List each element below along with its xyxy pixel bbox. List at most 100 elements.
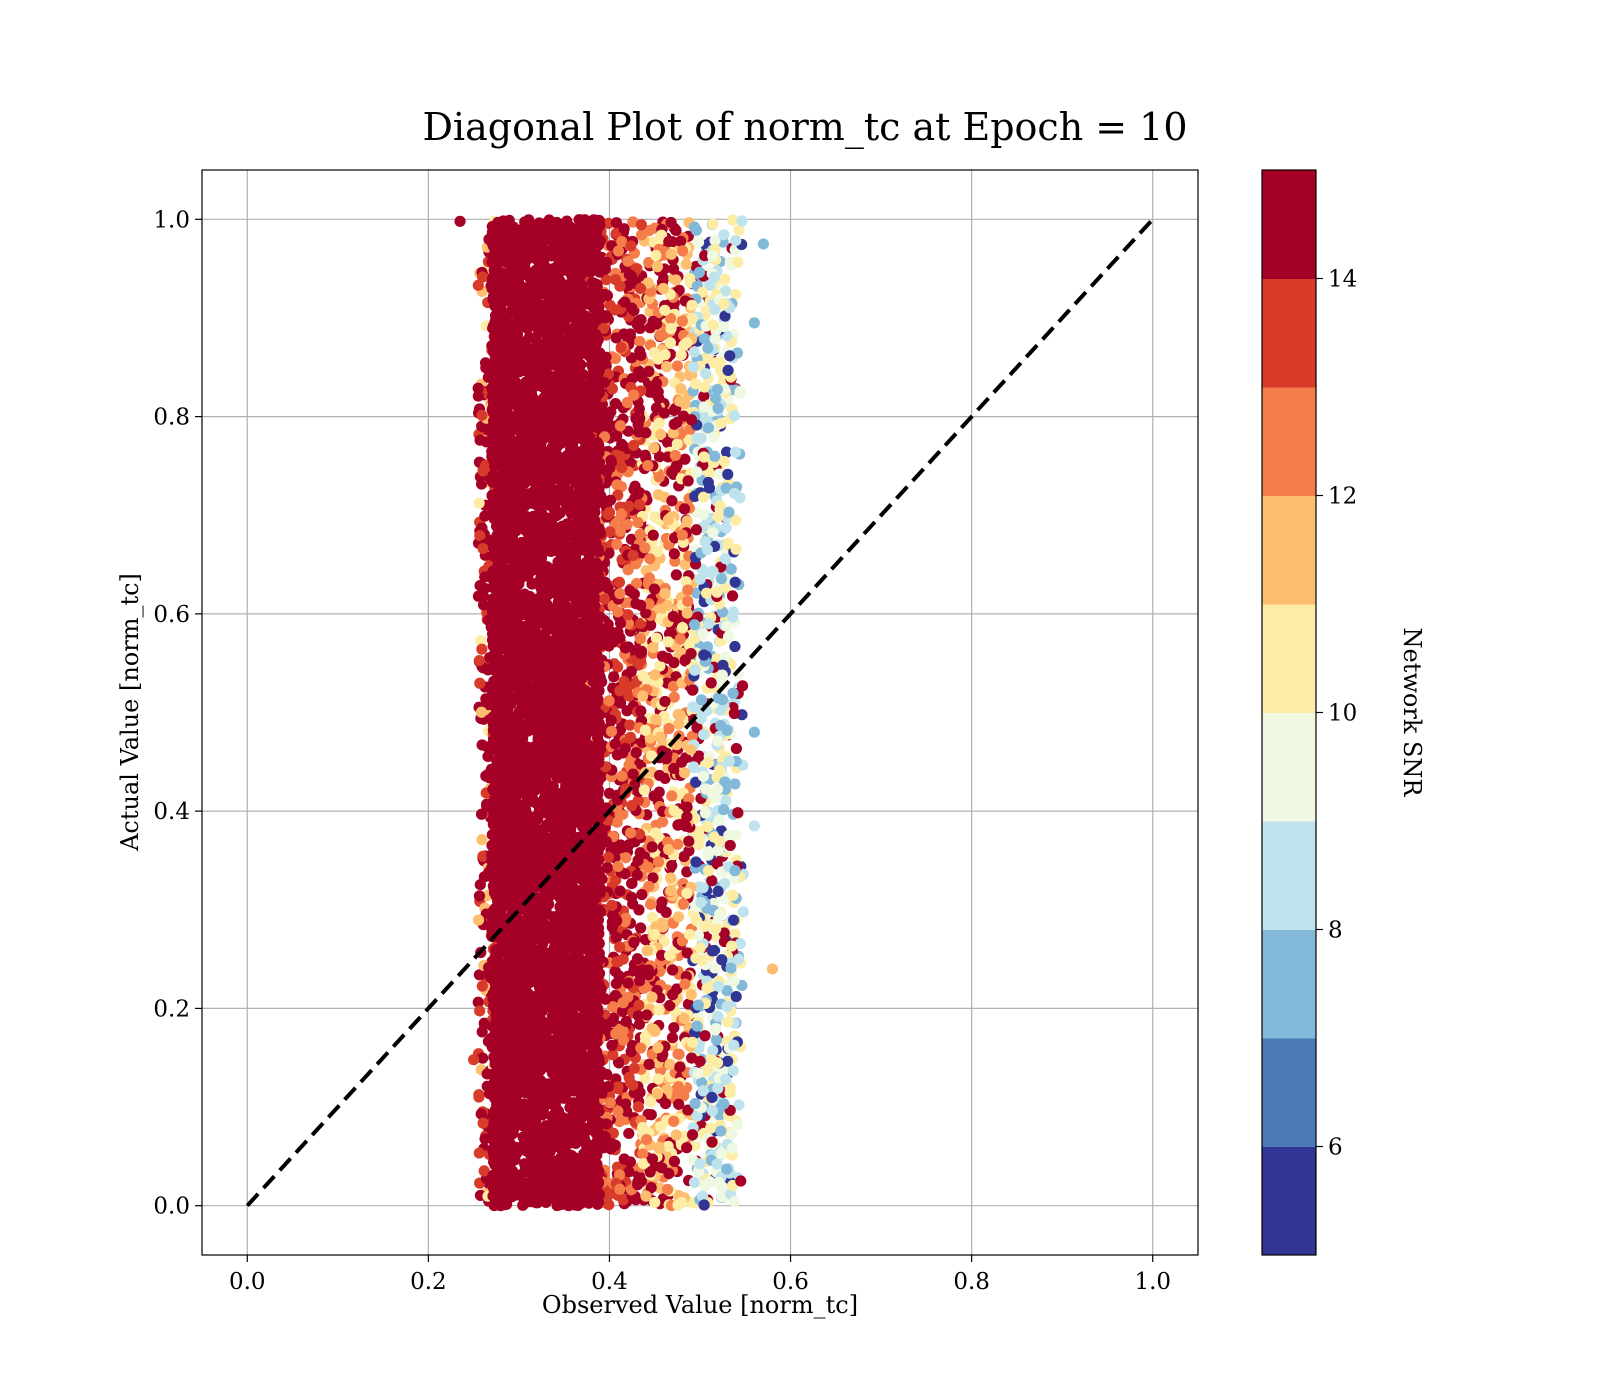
- scatter-point: [712, 980, 724, 992]
- scatter-point: [668, 691, 680, 703]
- scatter-point: [628, 936, 640, 949]
- scatter-point: [674, 633, 686, 645]
- scatter-point: [653, 1142, 665, 1154]
- plot-area: 0.0 0.2 0.4 0.6 0.8 1.0 0.00.20.40.60.81.0: [153, 169, 1199, 1295]
- scatter-point: [704, 1176, 716, 1188]
- scatter-point: [625, 1045, 637, 1058]
- scatter-point: [673, 718, 685, 730]
- scatter-point: [665, 872, 677, 884]
- scatter-point: [681, 866, 693, 878]
- scatter-point: [722, 631, 735, 643]
- scatter-point: [604, 1097, 616, 1109]
- scatter-point: [666, 964, 679, 976]
- scatter-point: [477, 1117, 489, 1129]
- scatter-point: [724, 350, 736, 362]
- scatter-point: [641, 945, 653, 957]
- scatter-point: [609, 352, 622, 365]
- scatter-point: [476, 739, 488, 751]
- scatter-point: [672, 1081, 685, 1093]
- scatter-point: [639, 542, 651, 554]
- scatter-point: [729, 640, 741, 653]
- scatter-point: [713, 764, 726, 776]
- scatter-point: [677, 245, 689, 257]
- scatter-point: [668, 657, 680, 669]
- scatter-point: [707, 218, 719, 230]
- scatter-point: [709, 333, 721, 345]
- scatter-point: [718, 298, 730, 310]
- scatter-point: [628, 1062, 640, 1074]
- scatter-point: [647, 529, 659, 541]
- scatter-point: [729, 576, 741, 588]
- scatter-point: [698, 401, 710, 413]
- scatter-point: [604, 299, 616, 312]
- scatter-point: [685, 414, 698, 426]
- scatter-point: [667, 680, 680, 692]
- scatter-point: [698, 1199, 710, 1211]
- scatter-point: [712, 735, 724, 747]
- scatter-point: [614, 420, 626, 432]
- scatter-point: [688, 619, 701, 631]
- scatter-point: [694, 942, 706, 954]
- scatter-point: [474, 879, 486, 891]
- scatter-point: [715, 417, 727, 429]
- scatter-point: [660, 906, 672, 918]
- scatter-point: [728, 707, 740, 720]
- scatter-point: [672, 1048, 684, 1060]
- scatter-point: [659, 695, 671, 708]
- scatter-point: [614, 280, 626, 292]
- scatter-point: [718, 1098, 730, 1110]
- scatter-point: [676, 315, 688, 327]
- scatter-point: [472, 590, 485, 602]
- scatter-point: [651, 261, 664, 273]
- scatter-point: [681, 801, 693, 813]
- scatter-point: [730, 742, 742, 755]
- scatter-point: [651, 318, 663, 330]
- scatter-point: [665, 884, 677, 897]
- scatter-point: [612, 860, 624, 873]
- scatter-point: [602, 217, 615, 229]
- scatter-point: [727, 1065, 739, 1077]
- scatter-point: [678, 850, 690, 863]
- scatter-point: [614, 724, 627, 736]
- scatter-point: [661, 361, 673, 373]
- scatter-point: [633, 499, 646, 511]
- scatter-point: [734, 386, 746, 398]
- scatter-point: [663, 1167, 675, 1180]
- scatter-point: [708, 431, 720, 443]
- scatter-point: [716, 1180, 728, 1193]
- scatter-point: [631, 953, 644, 965]
- scatter-point: [474, 677, 486, 689]
- scatter-point: [614, 885, 626, 897]
- scatter-point: [634, 282, 647, 295]
- scatter-point: [628, 389, 640, 401]
- scatter-point: [476, 980, 488, 992]
- scatter-point: [622, 609, 634, 621]
- scatter-point: [685, 989, 697, 1001]
- scatter-point: [696, 1076, 708, 1089]
- scatter-point: [631, 577, 643, 590]
- scatter-point: [629, 480, 641, 492]
- scatter-point: [639, 1031, 652, 1043]
- scatter-point: [635, 349, 647, 361]
- scatter-point: [623, 759, 635, 771]
- scatter-point: [692, 999, 704, 1011]
- scatter-point: [672, 911, 685, 923]
- scatter-point: [729, 778, 741, 790]
- scatter-point: [706, 875, 718, 887]
- scatter-point: [610, 217, 623, 229]
- scatter-point: [634, 975, 646, 987]
- scatter-point: [727, 214, 739, 226]
- scatter-point: [668, 762, 680, 775]
- scatter-point: [729, 928, 741, 940]
- scatter-point: [666, 790, 678, 802]
- scatter-point: [723, 829, 735, 842]
- scatter-point: [682, 584, 694, 596]
- scatter-point: [613, 576, 626, 588]
- scatter-point: [474, 1005, 486, 1017]
- scatter-point: [671, 438, 683, 450]
- scatter-point: [694, 1158, 706, 1170]
- scatter-point: [654, 731, 666, 743]
- scatter-point: [702, 865, 715, 877]
- scatter-point: [476, 643, 488, 655]
- scatter-point: [728, 975, 740, 987]
